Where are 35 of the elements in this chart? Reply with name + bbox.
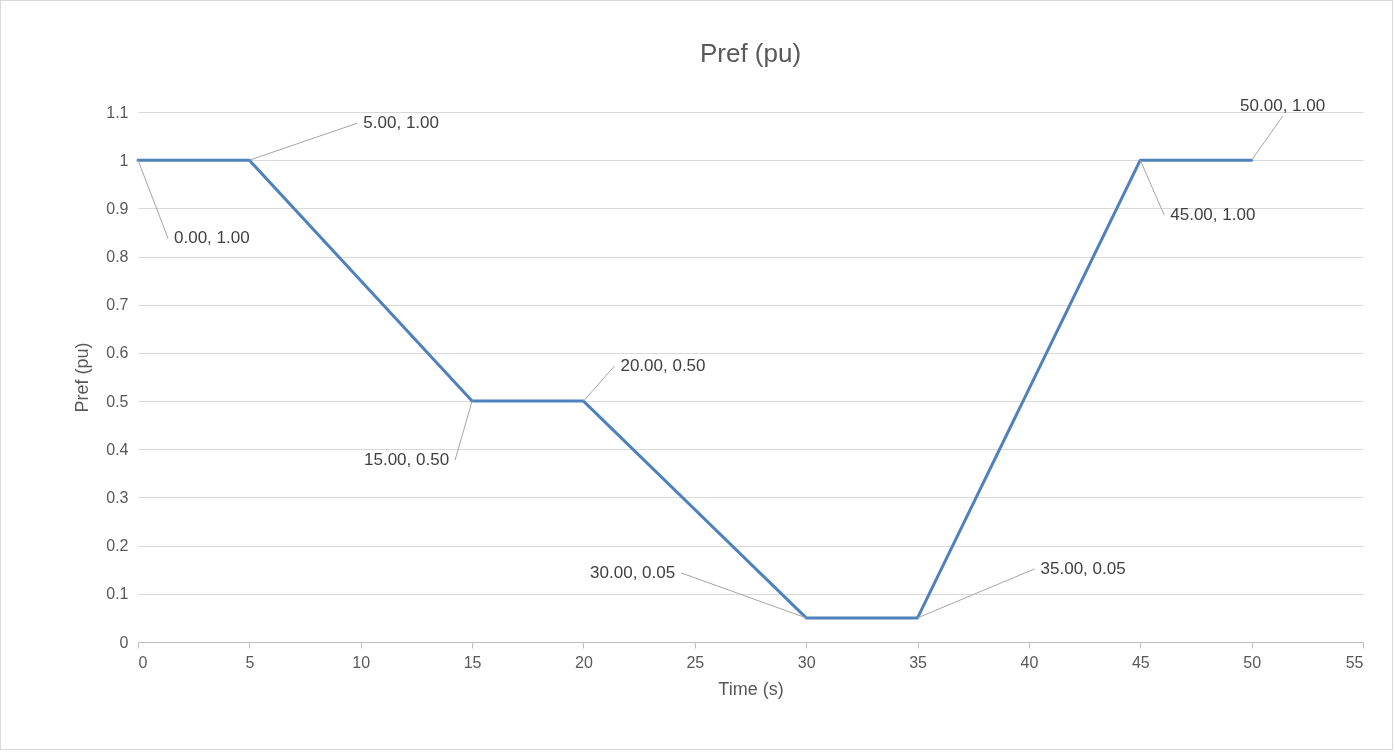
annotation: 30.00, 0.05 bbox=[590, 562, 676, 582]
y-axis-title: Pref (pu) bbox=[72, 342, 93, 413]
annotation: 50.00, 1.00 bbox=[1240, 96, 1326, 116]
x-tick-label: 45 bbox=[1131, 653, 1150, 671]
y-tick-label: 0.8 bbox=[106, 248, 129, 266]
x-tick-label: 25 bbox=[686, 653, 705, 671]
y-tick-label: 0.3 bbox=[106, 488, 129, 506]
x-tick-label: 15 bbox=[463, 653, 482, 671]
y-tick-label: 0.2 bbox=[106, 537, 129, 555]
x-tick-label: 35 bbox=[909, 653, 928, 671]
y-tick-label: 1.1 bbox=[106, 103, 129, 121]
x-tick-label: 10 bbox=[352, 653, 371, 671]
annotation: 35.00, 0.05 bbox=[1040, 558, 1126, 578]
y-tick-label: 0.1 bbox=[106, 585, 129, 603]
y-tick-label: 0.4 bbox=[106, 440, 129, 458]
annotation: 15.00, 0.50 bbox=[364, 450, 450, 470]
annotation: 5.00, 1.00 bbox=[363, 113, 439, 133]
y-tick-label: 1 bbox=[119, 151, 129, 169]
y-tick-label: 0.5 bbox=[106, 392, 129, 410]
x-tick-label: 55 bbox=[1345, 653, 1364, 671]
x-tick-label: 30 bbox=[797, 653, 816, 671]
x-tick-label: 20 bbox=[575, 653, 593, 671]
x-tick-label: 5 bbox=[245, 653, 255, 671]
y-tick-label: 0.6 bbox=[106, 344, 129, 362]
y-tick-label: 0.7 bbox=[106, 296, 129, 314]
annotation: 20.00, 0.50 bbox=[620, 356, 706, 376]
x-tick-label: 50 bbox=[1243, 653, 1262, 671]
chart-title: Pref (pu) bbox=[699, 38, 802, 69]
y-tick-label: 0.9 bbox=[106, 199, 129, 217]
x-tick-label: 0 bbox=[138, 653, 148, 671]
annotation: 45.00, 1.00 bbox=[1170, 205, 1256, 225]
annotation: 0.00, 1.00 bbox=[174, 228, 250, 248]
x-tick-label: 40 bbox=[1020, 653, 1039, 671]
y-tick-label: 0 bbox=[119, 633, 129, 651]
x-axis-title: Time (s) bbox=[718, 678, 784, 699]
